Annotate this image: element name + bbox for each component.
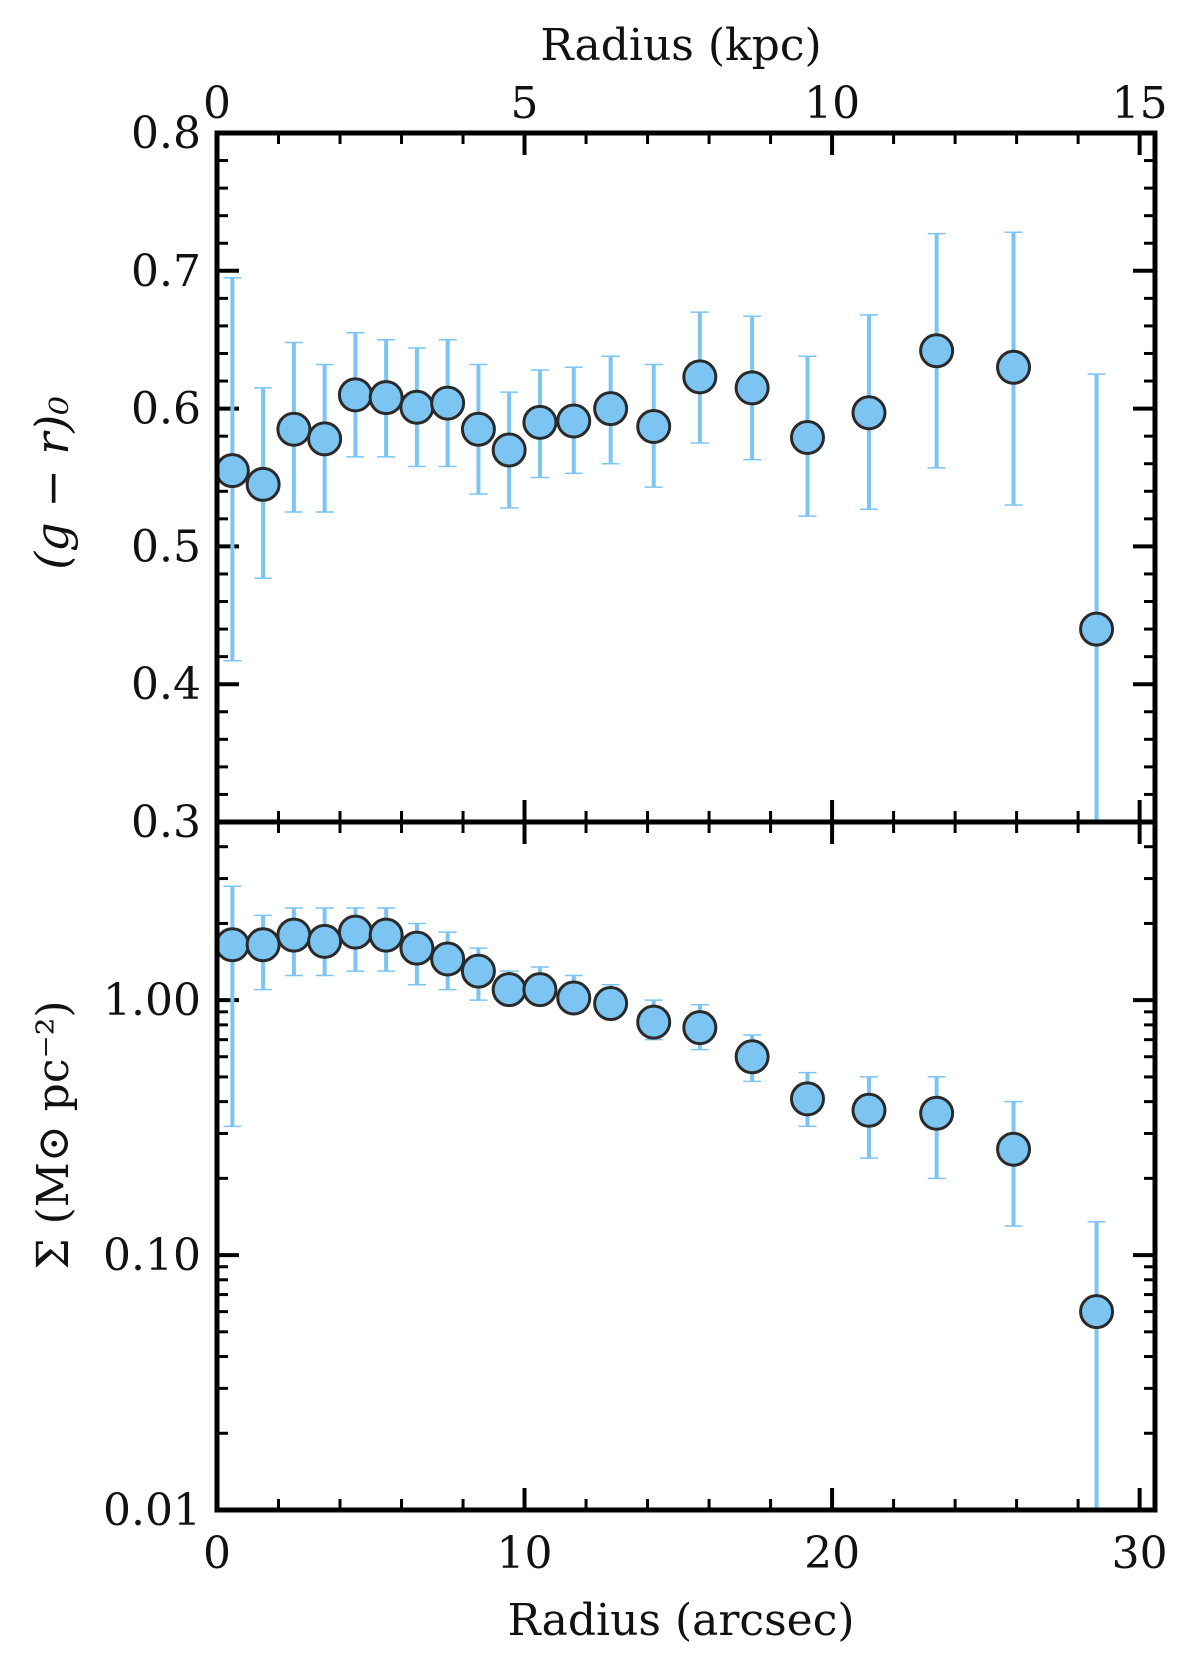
bottom-data-point [337, 914, 373, 950]
bottom-x-axis-label: Radius (arcsec) [507, 1595, 854, 1646]
top-data-point [276, 411, 312, 447]
color-profile-panel: 0 5 10 15 0.3 0.4 0.5 0.6 0.7 0.8 [131, 78, 1168, 848]
bottom-data-point [214, 927, 250, 963]
top-data-point [789, 420, 825, 456]
bottom-x-tick-label: 20 [804, 1528, 860, 1579]
top-x-tick-label: 5 [511, 78, 539, 129]
top-data-point [430, 385, 466, 421]
bottom-data-point [460, 953, 496, 989]
top-data-point [368, 380, 404, 416]
top-data-point [460, 411, 496, 447]
top-y-tick-label: 0.4 [131, 659, 201, 710]
top-y-axis-label: (g − r)₀ [25, 396, 79, 570]
top-data-point [851, 395, 887, 431]
bottom-data-point [636, 1004, 672, 1040]
top-x-tick-label: 15 [1112, 78, 1168, 129]
top-data-point [919, 333, 955, 369]
bottom-data-point [919, 1095, 955, 1131]
bottom-data-point [734, 1039, 770, 1075]
top-data-point [734, 370, 770, 406]
bottom-y-axis-label: Σ (M⊙ pc⁻²) [28, 1000, 79, 1269]
top-data-point [1079, 611, 1115, 647]
top-data-point [307, 421, 343, 457]
bottom-data-point [996, 1131, 1032, 1167]
bottom-x-tick-label: 10 [497, 1528, 553, 1579]
top-y-tick-label: 0.7 [131, 246, 201, 297]
bottom-y-tick-label: 0.10 [103, 1230, 201, 1281]
bottom-x-tick-label: 0 [203, 1528, 231, 1579]
top-data-point [996, 349, 1032, 385]
surface-density-panel: 0 10 20 30 0.01 0.10 1.00 [103, 819, 1168, 1579]
top-y-tick-label: 0.6 [131, 384, 201, 435]
top-x-tick-label: 10 [804, 78, 860, 129]
top-y-tick-label: 0.8 [131, 108, 201, 159]
bottom-data-point [430, 941, 466, 977]
top-data-point [214, 453, 250, 489]
bottom-y-tick-label: 1.00 [103, 975, 201, 1026]
top-data-point [245, 466, 281, 502]
top-data-point [682, 359, 718, 395]
bottom-data-point [399, 930, 435, 966]
top-y-tick-label: 0.5 [131, 521, 201, 572]
bottom-data-point [682, 1010, 718, 1046]
top-data-point [636, 409, 672, 445]
bottom-data-point [368, 917, 404, 953]
top-data-point [522, 404, 558, 440]
top-data-point [556, 403, 592, 439]
top-x-axis-label: Radius (kpc) [540, 20, 821, 71]
top-x-tick-label: 0 [203, 78, 231, 129]
bottom-data-point [851, 1092, 887, 1128]
bottom-data-point [245, 927, 281, 963]
bottom-data-point [307, 923, 343, 959]
top-y-tick-label: 0.3 [131, 797, 201, 848]
bottom-data-point [522, 972, 558, 1008]
bottom-data-point [593, 986, 629, 1022]
bottom-data-point [276, 917, 312, 953]
top-data-point [491, 432, 527, 468]
bottom-data-point [789, 1081, 825, 1117]
bottom-data-point [491, 972, 527, 1008]
top-data-point [337, 377, 373, 413]
bottom-plot-frame [214, 819, 1158, 1513]
bottom-x-tick-label: 30 [1112, 1528, 1168, 1579]
bottom-data-point [1079, 1294, 1115, 1330]
bottom-y-tick-label: 0.01 [103, 1485, 201, 1536]
top-data-point [399, 389, 435, 425]
bottom-data-point [556, 980, 592, 1016]
top-data-point [593, 391, 629, 427]
